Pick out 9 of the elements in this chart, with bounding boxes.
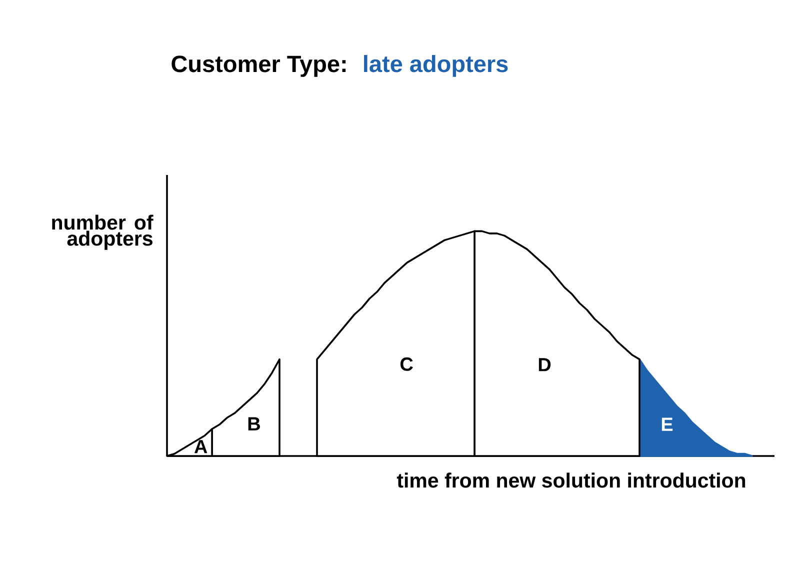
series-label: C bbox=[400, 357, 413, 371]
series-label: E bbox=[662, 418, 673, 431]
series-label: A bbox=[194, 440, 208, 454]
y-axis-title: number of adopters bbox=[52, 214, 154, 250]
series-label: D bbox=[538, 358, 551, 372]
chart-title: Customer Type: bbox=[172, 56, 346, 77]
series-label: B bbox=[248, 417, 260, 430]
chart-subtitle: late adopters bbox=[364, 54, 508, 77]
x-axis-title: time from new solution introduction bbox=[396, 472, 746, 488]
